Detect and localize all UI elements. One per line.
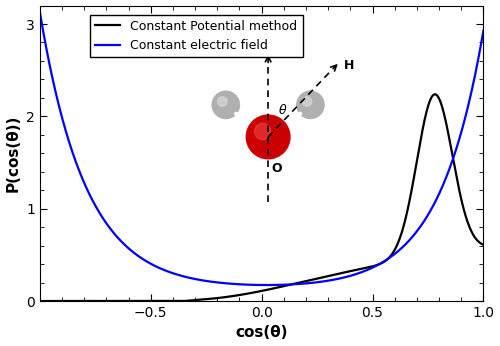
Constant electric field bbox=[88, 194, 94, 198]
Constant Potential method bbox=[88, 299, 94, 303]
Line: Constant Potential method: Constant Potential method bbox=[40, 94, 484, 301]
Constant electric field bbox=[207, 280, 213, 284]
Constant Potential method bbox=[472, 235, 478, 239]
Constant Potential method bbox=[480, 243, 486, 247]
Constant electric field bbox=[424, 214, 430, 218]
Constant Potential method bbox=[114, 299, 120, 303]
Constant electric field bbox=[264, 283, 270, 287]
Legend: Constant Potential method, Constant electric field: Constant Potential method, Constant elec… bbox=[90, 15, 302, 57]
Constant Potential method bbox=[424, 108, 430, 112]
Constant electric field bbox=[114, 235, 120, 239]
Y-axis label: P(cos(θ)): P(cos(θ)) bbox=[6, 115, 20, 192]
X-axis label: cos(θ): cos(θ) bbox=[236, 326, 288, 340]
Constant electric field bbox=[37, 10, 43, 14]
Constant electric field bbox=[472, 74, 478, 78]
Constant Potential method bbox=[226, 294, 232, 299]
Constant electric field bbox=[480, 28, 486, 33]
Constant Potential method bbox=[37, 299, 43, 303]
Constant Potential method bbox=[432, 92, 438, 97]
Constant Potential method bbox=[207, 297, 213, 301]
Constant electric field bbox=[226, 282, 232, 286]
Line: Constant electric field: Constant electric field bbox=[40, 12, 484, 285]
